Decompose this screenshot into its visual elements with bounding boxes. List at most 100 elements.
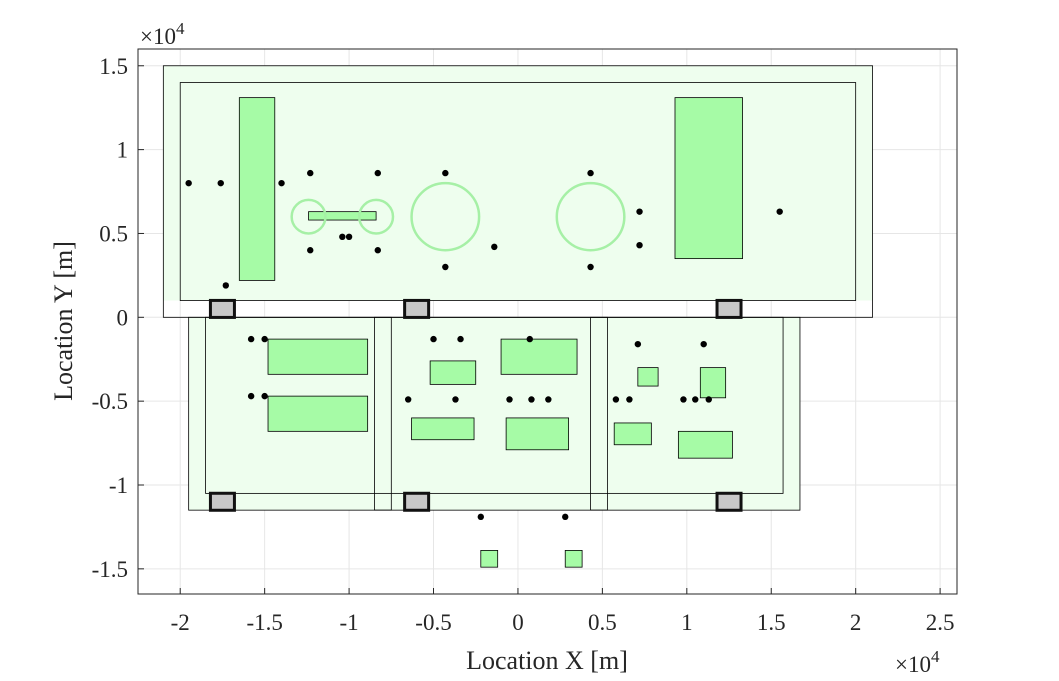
x-tick-label: 0 [512, 610, 524, 635]
sensor-point [776, 208, 783, 215]
x-exponent-power: 4 [931, 647, 940, 666]
wall-outline [374, 316, 392, 511]
green-block [564, 550, 583, 568]
sensor-point [307, 169, 314, 177]
green-block [613, 422, 652, 446]
sensor-point [526, 335, 533, 343]
y-exponent-label: ×104 [140, 19, 185, 49]
green-block [411, 417, 475, 441]
green-block [308, 211, 377, 221]
x-tick-label: -1.5 [246, 610, 282, 635]
sensor-point [457, 335, 464, 343]
circle-obstacle [410, 181, 481, 252]
green-block [505, 417, 570, 451]
green-blocks [238, 97, 743, 568]
x-tick-label: 2 [850, 610, 862, 635]
sensor-point [634, 340, 642, 348]
gray-anchor-square [208, 491, 236, 512]
green-block [267, 395, 369, 432]
x-tick-label: 1.5 [757, 610, 786, 635]
sensor-point [261, 335, 268, 343]
sensor-point [247, 335, 255, 343]
sensor-point [185, 179, 192, 187]
y-tick-label: -1.5 [92, 557, 128, 582]
green-block [238, 97, 276, 281]
x-exponent-base: ×10 [895, 652, 931, 677]
green-block [500, 338, 578, 375]
wall-outline [590, 316, 608, 511]
circle-obstacle [555, 181, 626, 252]
sensor-point [562, 513, 569, 521]
y-exponent-power: 4 [176, 19, 185, 38]
green-block [480, 550, 499, 568]
circle-obstacle [290, 198, 327, 235]
green-block [267, 338, 369, 375]
gray-anchor-squares [208, 298, 743, 512]
y-tick-label: 0.5 [99, 221, 128, 246]
sensor-point [705, 396, 712, 403]
sensor-point [528, 396, 535, 403]
sensor-point [700, 340, 707, 348]
x-axis-label: Location X [m] [466, 646, 628, 675]
sensor-point [587, 263, 594, 271]
sensor-point [692, 396, 699, 403]
sensor-point [626, 396, 633, 403]
x-axis-ticks: -2 -1.5 -1 -0.5 0 0.5 1 1.5 2 2.5 [171, 588, 955, 635]
circle-obstacle [357, 198, 395, 235]
sensor-point [345, 233, 353, 241]
sensor-point [612, 396, 620, 403]
y-axis-label: Location Y [m] [49, 241, 78, 401]
x-tick-label: -2 [171, 610, 190, 635]
x-tick-label: -1 [339, 610, 358, 635]
sensor-point [430, 335, 437, 343]
sensor-point [374, 169, 381, 177]
sensor-point [339, 233, 346, 241]
sensor-point [374, 247, 381, 254]
gray-anchor-square [403, 298, 431, 319]
sensor-point [261, 392, 268, 400]
sensor-point [452, 396, 459, 403]
wall-outline [179, 82, 857, 301]
y-tick-label: 1 [117, 138, 129, 163]
sensor-point [680, 396, 687, 403]
sensor-point [307, 247, 314, 254]
green-block [677, 430, 733, 459]
green-block [699, 367, 727, 399]
sensor-point [442, 169, 449, 177]
green-block [674, 97, 743, 260]
sensor-point [545, 396, 552, 403]
y-axis-ticks: -1.5 -1 -0.5 0 0.5 1 1.5 [92, 54, 144, 582]
wall-fill [374, 317, 400, 511]
wall-outline [205, 316, 784, 494]
gray-anchor-square [208, 298, 236, 319]
sensor-point [477, 513, 484, 521]
axes-box [137, 48, 958, 595]
x-exponent-label: ×104 [895, 647, 940, 677]
sensor-point [636, 208, 643, 215]
sensor-points [185, 169, 783, 521]
y-exponent-base: ×10 [140, 24, 176, 49]
gray-anchor-square [715, 491, 743, 512]
y-tick-label: -1 [109, 473, 128, 498]
sensor-point [587, 169, 594, 177]
circle-obstacles [290, 181, 626, 252]
x-tick-label: 0.5 [588, 610, 617, 635]
x-tick-label: 1 [681, 610, 693, 635]
wall-fill [590, 317, 608, 511]
green-block [429, 360, 477, 385]
sensor-point [217, 179, 224, 187]
sensor-point [636, 242, 643, 249]
gray-anchor-square [715, 298, 743, 319]
y-tick-label: 0 [117, 305, 129, 330]
y-tick-label: -0.5 [92, 389, 128, 414]
sensor-point [247, 392, 255, 400]
sensor-point [222, 282, 230, 289]
sensor-point [491, 243, 498, 251]
sensor-point [404, 396, 412, 403]
green-block [637, 367, 659, 387]
gray-anchor-square [403, 491, 431, 512]
x-tick-label: 2.5 [926, 610, 955, 635]
sensor-point [506, 396, 513, 403]
sensor-point [442, 263, 449, 271]
